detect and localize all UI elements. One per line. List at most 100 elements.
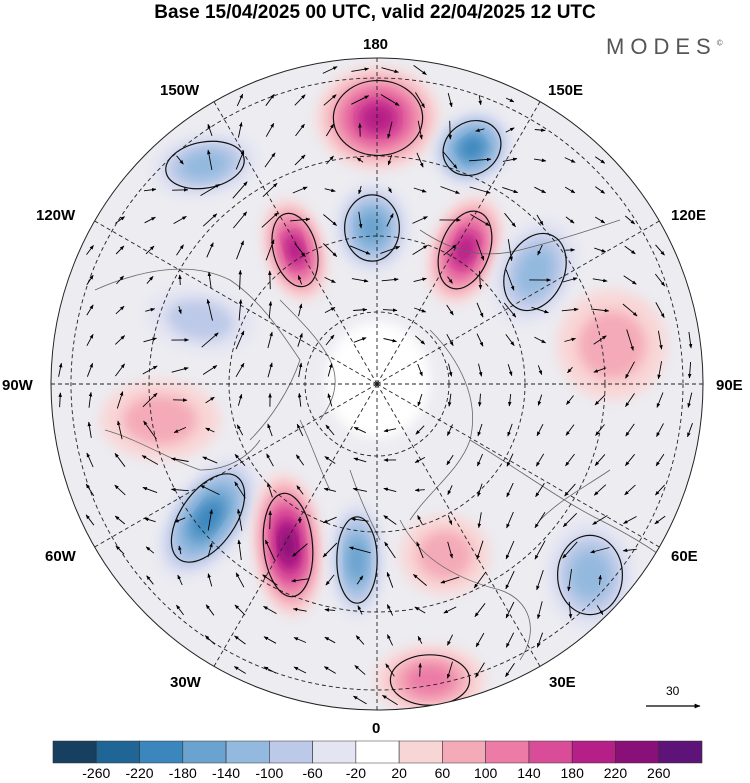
wind-vectors	[58, 65, 693, 706]
wind-vector	[141, 455, 159, 465]
meridian-label-90w: 90W	[2, 377, 33, 394]
wind-vector	[625, 454, 635, 467]
wind-vector	[475, 632, 485, 648]
graticule	[51, 58, 703, 710]
wind-vector	[414, 307, 427, 313]
colorbar-tick: 180	[560, 765, 584, 781]
anomaly-low-beaufort	[334, 182, 410, 274]
wind-vector	[268, 301, 273, 319]
wind-vector	[295, 123, 305, 137]
wind-vector	[655, 453, 665, 467]
wind-vector	[565, 216, 575, 224]
wind-vector	[323, 487, 337, 492]
colorbar-tick: -260	[82, 765, 111, 781]
wind-vector	[265, 239, 275, 261]
colorbar-tick: -140	[212, 765, 241, 781]
wind-vector	[234, 604, 246, 616]
colorbar-swatch	[442, 740, 486, 764]
wind-vector	[235, 330, 245, 350]
wind-vector	[565, 424, 575, 436]
wind-vector	[537, 365, 543, 376]
wind-vector	[562, 541, 578, 559]
wind-vector	[353, 308, 368, 312]
wind-vector	[415, 335, 426, 345]
wind-vector	[382, 308, 398, 312]
wind-vector	[145, 245, 155, 255]
colorbar-tick: -60	[302, 765, 323, 781]
wind-vector	[417, 363, 423, 377]
wind-vector	[204, 635, 216, 645]
meridian-label-90e: 90E	[716, 377, 743, 394]
pole-cap	[326, 322, 430, 438]
wind-vector	[505, 334, 515, 346]
wind-vector	[506, 453, 514, 467]
wind-vector	[238, 299, 243, 321]
wind-vector	[440, 576, 460, 584]
wind-vector	[116, 391, 124, 409]
wind-vector	[594, 394, 606, 406]
wind-vector	[206, 242, 214, 258]
wind-vector	[115, 363, 125, 377]
wind-vector	[298, 303, 303, 317]
wind-vector	[594, 454, 606, 466]
wind-vector	[505, 127, 515, 133]
wind-vector	[322, 542, 338, 558]
wind-vector	[115, 545, 125, 555]
wind-vector	[201, 332, 219, 348]
wind-vector	[115, 216, 125, 224]
wind-vector	[237, 393, 243, 406]
wind-vector	[475, 128, 485, 132]
colorbar-swatch	[528, 740, 573, 764]
wind-vector	[384, 541, 396, 559]
wind-vector	[412, 245, 428, 255]
wind-vector	[86, 362, 94, 377]
meridian-label-30w: 30W	[170, 674, 201, 691]
wind-vector	[324, 307, 336, 313]
colorbar-tick: 220	[603, 765, 628, 781]
wind-vector	[356, 157, 364, 163]
wind-vector	[442, 151, 458, 169]
wind-vector	[146, 575, 154, 585]
wind-vector	[537, 601, 543, 620]
wind-vector	[143, 517, 156, 523]
colorbar-tick: 100	[473, 765, 498, 781]
coastline-9	[539, 469, 611, 521]
wind-vector	[205, 604, 215, 616]
wind-vector	[296, 485, 304, 495]
wind-vector	[412, 216, 428, 224]
wind-vector	[86, 333, 94, 346]
wind-vector	[237, 121, 243, 138]
wind-vector	[143, 420, 157, 440]
wind-vector	[237, 539, 242, 561]
wind-vector	[325, 424, 335, 436]
wind-vector	[207, 542, 213, 558]
contour-low-east-atlantic	[336, 516, 378, 604]
wind-vector	[506, 482, 514, 498]
wind-vector	[386, 634, 394, 646]
wind-vector	[267, 482, 273, 498]
coastline-0	[94, 268, 301, 441]
wind-vector	[380, 246, 401, 254]
wind-vector	[171, 367, 189, 373]
wind-vector	[469, 157, 492, 162]
wind-vector	[115, 305, 125, 315]
wind-vector	[564, 337, 577, 342]
colorbar-swatch	[571, 740, 616, 764]
wind-vector	[591, 308, 610, 313]
wind-vector	[267, 423, 273, 437]
wind-vector	[625, 215, 636, 225]
wind-vector	[446, 304, 454, 316]
wind-vector	[263, 666, 277, 674]
page-title: Base 15/04/2025 00 UTC, valid 22/04/2025…	[154, 2, 596, 23]
wind-vector	[383, 338, 397, 343]
wind-vector	[596, 605, 604, 615]
wind-vector	[447, 276, 453, 284]
wind-vector	[469, 186, 491, 194]
wind-vector	[324, 276, 336, 284]
colorbar-tick: -100	[255, 765, 284, 781]
wind-vector	[324, 188, 336, 193]
wind-vector	[387, 154, 393, 166]
wind-vector	[504, 212, 516, 228]
wind-vector	[351, 67, 370, 72]
wind-vector	[687, 423, 693, 438]
